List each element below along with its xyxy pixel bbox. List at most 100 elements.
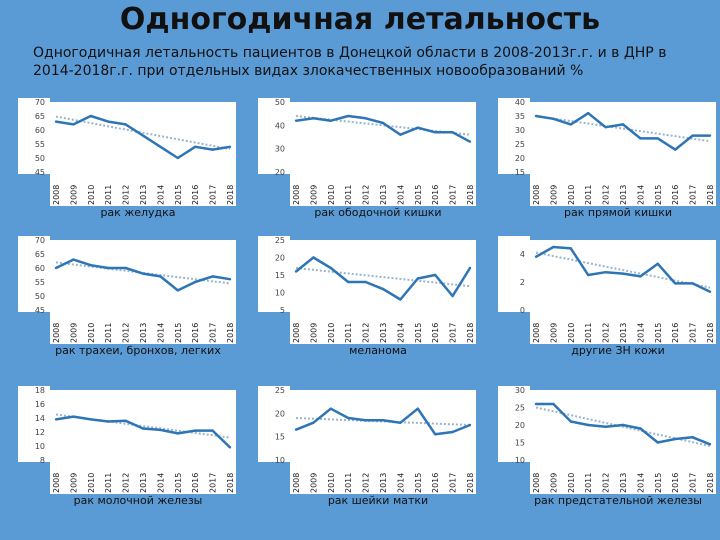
y-tick-label: 35 — [515, 112, 525, 121]
data-point — [639, 137, 642, 140]
chart-caption: рак трахеи, бронхов, легких — [55, 344, 221, 357]
line-chart: 50 40 30 20 2008 2009 2010 2011 2012 2013 2014 2015… — [258, 98, 476, 206]
y-tick-label: 30 — [275, 145, 285, 154]
data-point — [468, 140, 472, 143]
x-tick-label: 2012 — [602, 185, 611, 205]
x-tick-label: 2009 — [549, 323, 558, 343]
y-tick-label: 30 — [515, 126, 525, 135]
plot-area — [50, 240, 236, 310]
plot-area — [290, 102, 476, 172]
data-point — [312, 421, 315, 424]
x-tick-label: 2014 — [636, 323, 645, 343]
data-point — [621, 423, 625, 427]
data-point — [708, 443, 712, 446]
y-axis-area — [18, 386, 50, 462]
x-tick-label: 2016 — [671, 185, 680, 205]
data-point — [656, 262, 659, 265]
x-tick-label: 2018 — [226, 323, 235, 343]
data-point — [347, 114, 350, 118]
x-tick-label: 2008 — [292, 323, 301, 343]
x-tick-label: 2018 — [706, 473, 715, 493]
data-point — [228, 446, 232, 449]
x-tick-label: 2011 — [104, 185, 113, 205]
y-tick-label: 45 — [35, 168, 45, 177]
plot-area — [530, 102, 716, 172]
x-tick-label: 2018 — [706, 323, 715, 343]
y-tick-label: 65 — [35, 250, 45, 259]
plot-area — [290, 390, 476, 460]
y-tick-label: 60 — [35, 264, 45, 273]
x-tick-label: 2008 — [52, 185, 61, 205]
data-point — [534, 114, 538, 118]
x-tick-label: 2016 — [191, 473, 200, 493]
data-point — [329, 119, 332, 122]
x-tick-label: 2017 — [689, 473, 698, 493]
data-point — [194, 280, 197, 284]
y-axis-area — [498, 236, 530, 312]
x-tick-label: 2008 — [532, 473, 541, 493]
data-point — [534, 255, 538, 258]
data-point — [621, 123, 625, 126]
y-tick-label: 20 — [275, 409, 285, 418]
y-tick-label: 40 — [515, 98, 525, 107]
data-point — [107, 420, 110, 423]
y-tick-label: 2 — [520, 278, 525, 287]
y-tick-label: 15 — [515, 168, 525, 177]
y-tick-label: 25 — [275, 236, 285, 245]
data-point — [364, 419, 367, 422]
x-tick-label: 2008 — [532, 185, 541, 205]
x-tick-label: 2009 — [69, 185, 78, 205]
data-point — [381, 419, 385, 422]
x-tick-label: 2012 — [602, 323, 611, 343]
data-point — [141, 427, 145, 430]
x-tick-label: 2011 — [344, 323, 353, 343]
x-tick-label: 2015 — [174, 323, 183, 343]
x-tick-label: 2010 — [87, 185, 96, 205]
chart-panel: 18 16 14 12 10 8 2008 2009 2010 2011 2012 2013 2014 2… — [18, 386, 258, 507]
data-point — [141, 272, 145, 275]
data-point — [708, 134, 712, 137]
y-tick-label: 10 — [275, 456, 285, 465]
x-tick-label: 2010 — [567, 323, 576, 343]
y-axis-area — [498, 386, 530, 462]
y-tick-label: 25 — [515, 140, 525, 149]
x-axis-area — [290, 460, 476, 494]
chart-panel: 30 25 20 15 10 2008 2009 2010 2011 2012 2013 2014 20… — [498, 386, 720, 507]
x-tick-label: 2014 — [396, 185, 405, 205]
data-point — [434, 273, 437, 277]
data-point — [228, 278, 232, 281]
x-tick-label: 2018 — [466, 323, 475, 343]
data-point — [656, 441, 659, 444]
x-tick-label: 2010 — [87, 323, 96, 343]
x-tick-label: 2012 — [362, 185, 371, 205]
chart-caption: рак желудка — [100, 206, 176, 219]
y-tick-label: 15 — [515, 439, 525, 448]
x-tick-label: 2012 — [362, 323, 371, 343]
data-point — [364, 117, 367, 120]
data-point — [176, 432, 179, 435]
data-point — [534, 402, 538, 406]
x-tick-label: 2016 — [671, 323, 680, 343]
data-point — [674, 437, 677, 441]
y-tick-label: 5 — [280, 306, 285, 315]
y-tick-label: 50 — [275, 98, 285, 107]
x-tick-label: 2016 — [191, 185, 200, 205]
data-point — [72, 415, 75, 418]
x-tick-label: 2008 — [292, 185, 301, 205]
data-point — [294, 119, 298, 122]
x-tick-label: 2009 — [549, 473, 558, 493]
x-tick-label: 2010 — [327, 185, 336, 205]
data-point — [211, 429, 214, 432]
data-point — [381, 121, 385, 125]
x-tick-label: 2011 — [104, 323, 113, 343]
trend-line — [535, 251, 711, 289]
data-point — [194, 429, 197, 432]
x-tick-label: 2012 — [122, 185, 131, 205]
x-tick-label: 2018 — [706, 185, 715, 205]
y-tick-label: 20 — [515, 154, 525, 163]
y-tick-label: 50 — [35, 292, 45, 301]
data-point — [194, 145, 197, 148]
